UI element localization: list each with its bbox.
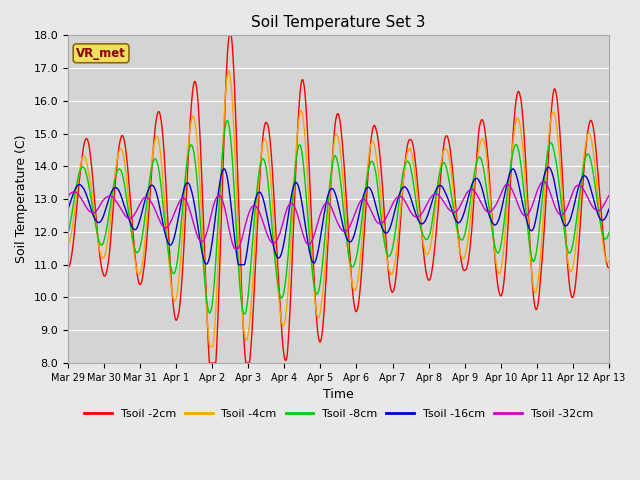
Tsoil -16cm [372,204,380,210]
Tsoil -16cm [294,182,301,188]
Text: VR_met: VR_met [76,47,126,60]
Tsoil -2cm [605,265,612,271]
Tsoil -16cm [605,206,612,212]
Tsoil -4cm [106,220,114,226]
Tsoil -4cm [305,208,313,214]
Tsoil -2cm [305,169,313,175]
Tsoil -32cm [305,241,313,247]
Tsoil -2cm [128,216,136,222]
Line: Tsoil -2cm: Tsoil -2cm [68,36,609,363]
Tsoil -4cm [206,344,214,349]
Tsoil -4cm [316,314,323,320]
Tsoil -8cm [305,236,313,242]
Legend: Tsoil -2cm, Tsoil -4cm, Tsoil -8cm, Tsoil -16cm, Tsoil -32cm: Tsoil -2cm, Tsoil -4cm, Tsoil -8cm, Tsoi… [79,404,597,423]
Tsoil -16cm [128,224,136,229]
Tsoil -4cm [225,68,232,74]
Tsoil -8cm [64,230,72,236]
Tsoil -16cm [545,164,552,170]
Tsoil -2cm [106,246,114,252]
Tsoil -8cm [223,118,231,123]
Tsoil -2cm [64,264,72,270]
Tsoil -32cm [540,179,547,184]
Tsoil -8cm [106,205,114,211]
Tsoil -32cm [231,245,239,251]
Tsoil -8cm [294,144,302,150]
X-axis label: Time: Time [323,388,354,401]
Tsoil -32cm [372,218,380,224]
Tsoil -32cm [315,216,323,222]
Tsoil -4cm [128,231,136,237]
Tsoil -2cm [372,128,380,134]
Line: Tsoil -8cm: Tsoil -8cm [68,120,609,314]
Tsoil -8cm [128,232,136,238]
Tsoil -2cm [225,33,233,38]
Tsoil -4cm [372,155,380,161]
Tsoil -32cm [605,192,612,198]
Tsoil -8cm [372,175,380,180]
Tsoil -16cm [64,206,72,212]
Tsoil -2cm [294,116,302,122]
Tsoil -32cm [128,215,136,220]
Tsoil -16cm [106,193,114,199]
Line: Tsoil -16cm: Tsoil -16cm [68,167,609,265]
Tsoil -4cm [605,258,612,264]
Line: Tsoil -32cm: Tsoil -32cm [68,181,609,248]
Tsoil -16cm [234,262,242,268]
Tsoil -16cm [315,244,323,250]
Tsoil -4cm [294,122,302,128]
Line: Tsoil -4cm: Tsoil -4cm [68,71,609,347]
Tsoil -16cm [305,246,313,252]
Tsoil -32cm [294,213,301,219]
Tsoil -8cm [316,286,323,291]
Tsoil -32cm [106,193,114,199]
Title: Soil Temperature Set 3: Soil Temperature Set 3 [252,15,426,30]
Tsoil -4cm [64,241,72,247]
Tsoil -2cm [316,338,323,344]
Y-axis label: Soil Temperature (C): Soil Temperature (C) [15,135,28,264]
Tsoil -32cm [64,193,72,199]
Tsoil -8cm [605,230,612,236]
Tsoil -2cm [205,360,213,366]
Tsoil -8cm [240,311,248,317]
